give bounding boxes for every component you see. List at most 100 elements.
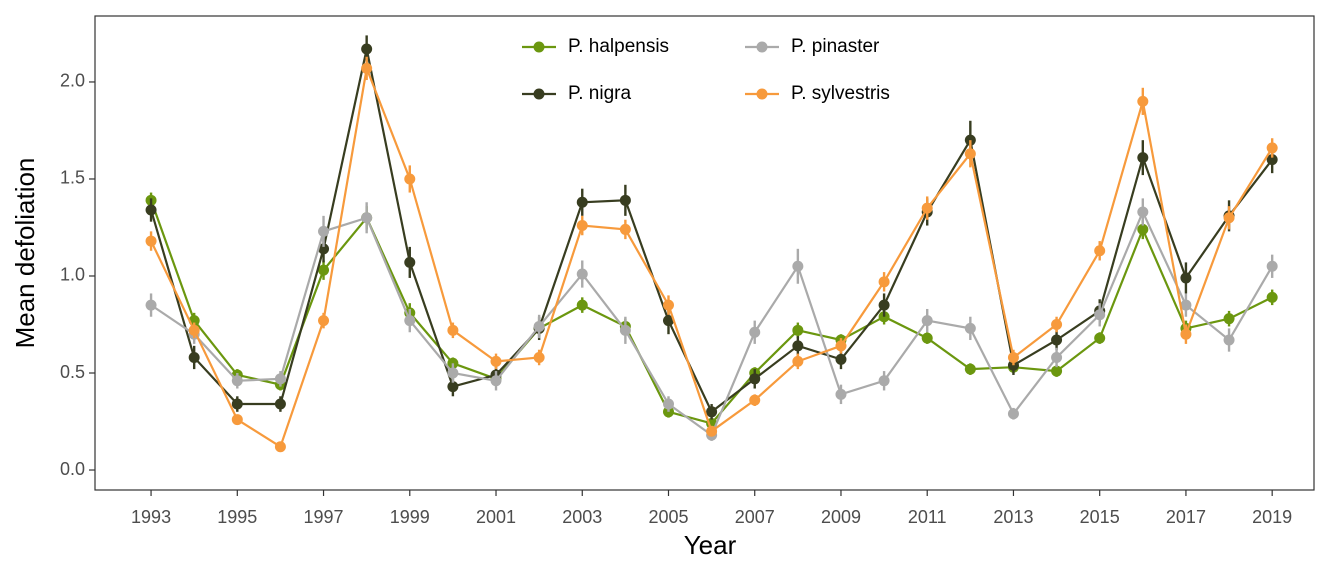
data-point <box>1137 206 1149 218</box>
legend-marker <box>533 88 545 100</box>
data-point <box>749 394 761 406</box>
x-tick-label: 2017 <box>1166 507 1206 527</box>
data-point <box>619 324 631 336</box>
data-point <box>404 315 416 327</box>
data-point <box>1223 313 1235 325</box>
data-point <box>1051 318 1063 330</box>
legend-marker <box>533 41 545 53</box>
y-tick-label: 2.0 <box>60 71 85 91</box>
data-point <box>1051 351 1063 363</box>
data-point <box>749 373 761 385</box>
data-point <box>1180 328 1192 340</box>
data-point <box>404 256 416 268</box>
x-tick-label: 2003 <box>562 507 602 527</box>
data-point <box>706 406 718 418</box>
data-point <box>1180 299 1192 311</box>
data-point <box>318 315 330 327</box>
data-point <box>1180 272 1192 284</box>
y-tick-label: 0.5 <box>60 362 85 382</box>
data-point <box>490 375 502 387</box>
data-point <box>274 398 286 410</box>
x-tick-label: 1997 <box>304 507 344 527</box>
x-tick-label: 2011 <box>908 507 947 527</box>
data-point <box>1094 245 1106 257</box>
data-point <box>792 324 804 336</box>
y-axis-title: Mean defoliation <box>10 158 40 349</box>
data-point <box>921 315 933 327</box>
x-tick-label: 1993 <box>131 507 171 527</box>
data-point <box>1137 95 1149 107</box>
x-tick-label: 2019 <box>1252 507 1292 527</box>
data-point <box>792 355 804 367</box>
legend-marker <box>756 88 768 100</box>
data-point <box>231 414 243 426</box>
data-point <box>145 204 157 216</box>
y-tick-label: 0.0 <box>60 459 85 479</box>
data-point <box>1094 332 1106 344</box>
data-point <box>576 299 588 311</box>
legend-marker <box>756 41 768 53</box>
series-line <box>150 64 1274 449</box>
x-tick-label: 2001 <box>476 507 516 527</box>
data-point <box>1266 142 1278 154</box>
data-point <box>878 375 890 387</box>
data-point <box>1223 334 1235 346</box>
data-point <box>576 268 588 280</box>
data-point <box>231 398 243 410</box>
x-tick-label: 1999 <box>390 507 430 527</box>
data-point <box>1007 408 1019 420</box>
data-point <box>964 148 976 160</box>
data-point <box>490 355 502 367</box>
x-tick-label: 1995 <box>217 507 257 527</box>
data-point <box>145 235 157 247</box>
data-point <box>835 340 847 352</box>
data-point <box>662 315 674 327</box>
data-point <box>274 441 286 453</box>
data-point <box>274 373 286 385</box>
data-point <box>576 196 588 208</box>
data-point <box>361 43 373 55</box>
data-point <box>835 388 847 400</box>
data-point <box>533 320 545 332</box>
data-point <box>835 353 847 365</box>
legend-label: P. pinaster <box>791 36 880 57</box>
x-axis-title: Year <box>684 530 737 560</box>
data-point <box>706 425 718 437</box>
data-point <box>749 326 761 338</box>
data-point <box>1051 365 1063 377</box>
data-point <box>792 260 804 272</box>
data-point <box>1137 152 1149 164</box>
data-point <box>145 299 157 311</box>
data-point <box>619 223 631 235</box>
data-point <box>447 324 459 336</box>
data-point <box>1051 334 1063 346</box>
legend-label: P. halpensis <box>568 36 669 57</box>
data-point <box>1223 212 1235 224</box>
data-point <box>1094 309 1106 321</box>
data-point <box>964 363 976 375</box>
data-point <box>921 332 933 344</box>
data-point <box>318 225 330 237</box>
data-point <box>318 264 330 276</box>
data-point <box>318 243 330 255</box>
x-tick-label: 2015 <box>1080 507 1120 527</box>
data-point <box>1266 291 1278 303</box>
data-point <box>1266 154 1278 166</box>
data-point <box>404 173 416 185</box>
plot-frame <box>94 15 1315 491</box>
x-tick-label: 2005 <box>648 507 688 527</box>
data-point <box>662 299 674 311</box>
y-tick-label: 1.0 <box>60 265 85 285</box>
data-point <box>878 299 890 311</box>
legend-label: P. sylvestris <box>791 83 890 104</box>
data-point <box>619 194 631 206</box>
data-point <box>361 62 373 74</box>
data-point <box>188 351 200 363</box>
data-point <box>921 202 933 214</box>
data-point <box>662 398 674 410</box>
data-point <box>792 340 804 352</box>
data-point <box>1137 223 1149 235</box>
x-tick-label: 2009 <box>821 507 861 527</box>
y-tick-label: 1.5 <box>60 168 85 188</box>
